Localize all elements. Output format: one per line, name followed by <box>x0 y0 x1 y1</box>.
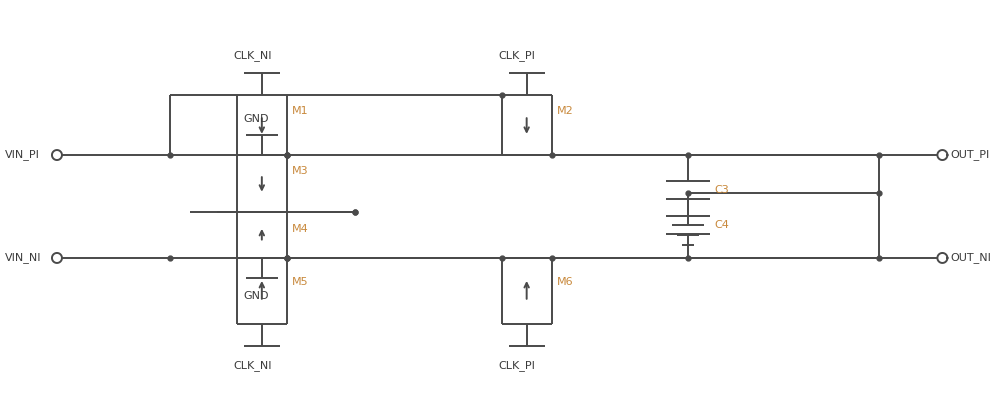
Text: M2: M2 <box>557 106 573 116</box>
Text: VIN_NI: VIN_NI <box>5 252 41 263</box>
Text: CLK_PI: CLK_PI <box>499 50 536 61</box>
Text: M5: M5 <box>292 278 308 287</box>
Text: M3: M3 <box>292 166 308 176</box>
Text: GND: GND <box>244 114 269 124</box>
Text: CLK_PI: CLK_PI <box>499 360 536 371</box>
Text: M1: M1 <box>292 106 308 116</box>
Text: GND: GND <box>244 291 269 301</box>
Text: C3: C3 <box>715 185 729 195</box>
Text: CLK_NI: CLK_NI <box>234 50 272 61</box>
Text: OUT_NI: OUT_NI <box>950 252 991 263</box>
Text: M4: M4 <box>292 224 309 234</box>
Text: CLK_NI: CLK_NI <box>234 360 272 371</box>
Text: VIN_PI: VIN_PI <box>5 149 40 160</box>
Text: OUT_PI: OUT_PI <box>950 149 990 160</box>
Text: C4: C4 <box>715 221 729 231</box>
Text: M6: M6 <box>557 278 573 287</box>
